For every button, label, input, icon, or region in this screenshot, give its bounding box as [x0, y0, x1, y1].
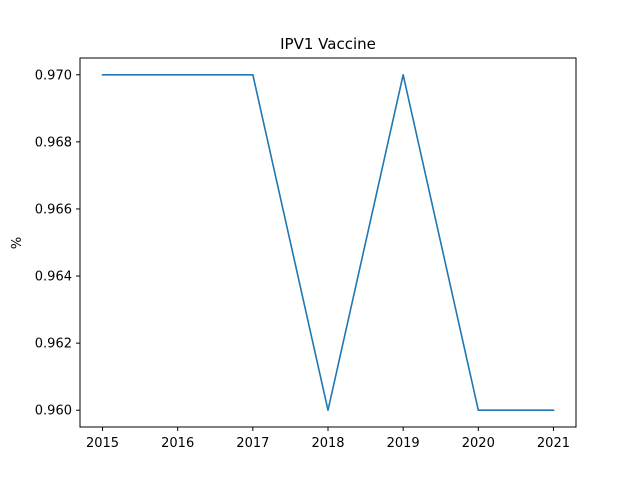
series-group — [101, 73, 555, 412]
chart-title: IPV1 Vaccine — [280, 35, 376, 53]
x-axis: 2015 2016 2017 2018 2019 2020 2021 — [86, 427, 570, 451]
x-tick-label: 2019 — [387, 436, 420, 451]
y-tick-label: 0.964 — [35, 270, 72, 285]
y-tick-label: 0.960 — [35, 404, 72, 419]
x-tick-label: 2020 — [462, 436, 495, 451]
plot-frame — [79, 57, 577, 428]
y-axis-label: % — [10, 237, 25, 249]
y-axis: 0.960 0.962 0.964 0.966 0.968 0.970 — [35, 68, 80, 419]
y-tick-label: 0.970 — [35, 68, 72, 83]
y-tick-label: 0.966 — [35, 202, 72, 217]
x-tick-label: 2018 — [311, 436, 344, 451]
y-tick-label: 0.968 — [35, 135, 72, 150]
x-tick-label: 2021 — [537, 436, 570, 451]
y-tick-label: 0.962 — [35, 337, 72, 352]
x-tick-label: 2016 — [161, 436, 194, 451]
x-tick-label: 2017 — [236, 436, 269, 451]
series-line — [101, 73, 555, 412]
x-tick-label: 2015 — [86, 436, 119, 451]
